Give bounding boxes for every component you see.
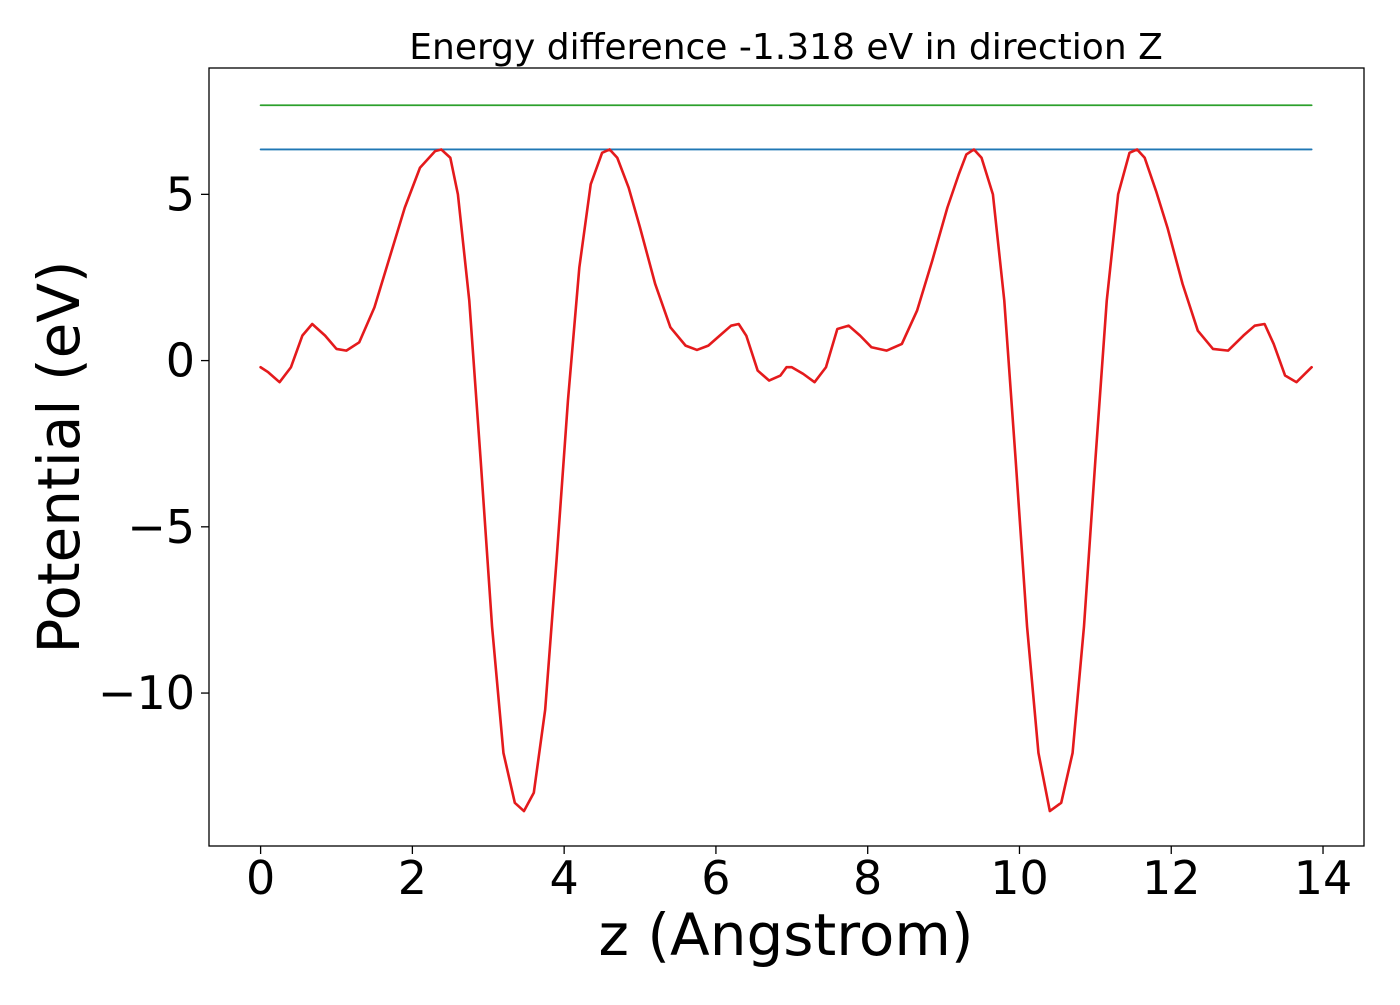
x-tick-label: 12 <box>1142 851 1201 905</box>
y-ticks: 5 0 −5 −10 <box>98 167 209 720</box>
y-tick-label: 0 <box>166 334 195 388</box>
x-tick-label: 10 <box>990 851 1049 905</box>
y-tick-label: −5 <box>127 500 195 554</box>
chart-title: Energy difference -1.318 eV in direction… <box>409 27 1163 68</box>
series-line-2 <box>259 148 1313 813</box>
x-ticks: 0 2 4 6 8 10 12 14 <box>246 846 1352 905</box>
x-tick-label: 0 <box>246 851 275 905</box>
y-tick-label: 5 <box>166 167 195 221</box>
x-tick-label: 6 <box>701 851 730 905</box>
x-tick-label: 14 <box>1294 851 1353 905</box>
y-tick-label: −10 <box>98 666 195 720</box>
x-axis-label: z (Angstrom) <box>599 901 974 969</box>
y-axis-label: Potential (eV) <box>25 260 93 653</box>
x-tick-label: 8 <box>853 851 882 905</box>
series-layer <box>259 104 1313 813</box>
x-tick-label: 2 <box>398 851 427 905</box>
x-tick-label: 4 <box>550 851 579 905</box>
plot-frame <box>208 67 1365 847</box>
